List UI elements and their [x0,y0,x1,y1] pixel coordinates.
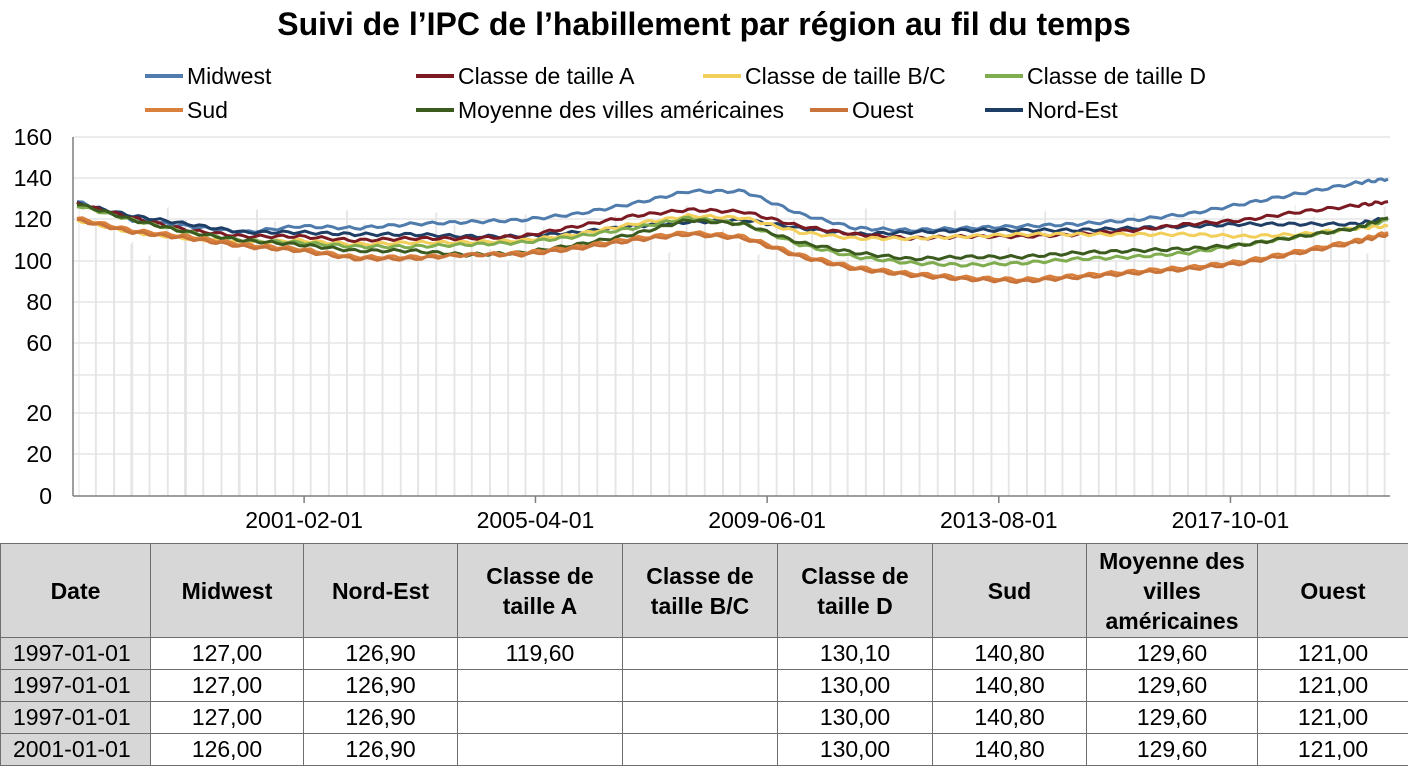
series-line-midwest [76,177,1389,235]
table-cell [622,733,778,766]
table-body: 1997-01-01 127,00 126,90 119,60 130,10 140,80… [0,637,1408,766]
chart-title: Suivi de l’IPC de l’habillement par régi… [277,6,1131,42]
series-line-nord-est [76,200,1389,240]
legend-label: Sud [187,97,228,123]
series-line-classe-de-taille-b-c [76,213,1389,248]
legend-label: Classe de taille B/C [745,63,946,89]
legend-label: Midwest [187,63,272,89]
table-header-cell: Classe de taille A [457,543,623,638]
table-cell: 121,00 [1257,701,1408,734]
table-date-cell: 2001-01-01 [0,733,151,766]
table-row: 1997-01-01 127,00 126,90 130,00 140,80 129,60… [0,669,1408,702]
table-row: 1997-01-01 127,00 126,90 119,60 130,10 140,80… [0,637,1408,670]
table-date-cell: 1997-01-01 [0,701,151,734]
table-cell: 129,60 [1086,733,1258,766]
y-axis-tick-labels: 160 140 120 100 80 60 20 20 0 [14,124,52,509]
chart-legend: Midwest Classe de taille A Classe de taill… [145,63,1206,123]
x-tick-label: 2001-02-01 [245,507,363,533]
legend-label: Nord-Est [1027,97,1118,123]
y-tick-label: 160 [14,124,52,150]
table-cell: 140,80 [932,733,1087,766]
table-cell [622,701,778,734]
y-tick-label: 100 [14,248,52,274]
chart-series [76,177,1389,284]
data-table: Date Midwest Nord-Est Classe de taille A Cla… [0,543,1408,766]
table-cell: 129,60 [1086,637,1258,670]
table-header-cell: Date [0,543,151,638]
table-header-cell: Nord-Est [303,543,458,638]
x-axis-tick-labels: 2001-02-01 2005-04-01 2009-06-01 2013-08-01… [245,496,1289,533]
table-cell: 126,90 [303,669,458,702]
chart: 160 140 120 100 80 60 20 20 0 2001-02-01 2005-04-… [14,63,1390,533]
table-cell: 140,80 [932,669,1087,702]
series-line-ouest [76,217,1389,284]
table-cell: 130,00 [777,733,933,766]
y-tick-label: 60 [26,330,52,356]
table-cell: 126,90 [303,733,458,766]
table-row: 1997-01-01 127,00 126,90 130,00 140,80 129,60… [0,701,1408,734]
table-cell: 121,00 [1257,733,1408,766]
table-cell [457,701,623,734]
table-cell: 130,00 [777,701,933,734]
table-cell: 127,00 [150,669,304,702]
y-tick-label: 140 [14,165,52,191]
x-tick-label: 2017-10-01 [1172,507,1290,533]
table-cell: 119,60 [457,637,623,670]
table-cell: 129,60 [1086,669,1258,702]
table-cell: 130,00 [777,669,933,702]
y-tick-label: 20 [26,441,52,467]
legend-label: Classe de taille A [458,63,635,89]
legend-label: Ouest [852,97,914,123]
x-tick-label: 2009-06-01 [708,507,826,533]
table-row: 2001-01-01 126,00 126,90 130,00 140,80 129,60… [0,733,1408,766]
legend-label: Classe de taille D [1027,63,1206,89]
table-header-cell: Moyenne des villes américaines [1086,543,1258,638]
table-cell: 127,00 [150,701,304,734]
table-header-cell: Ouest [1257,543,1408,638]
series-line-classe-de-taille-a [76,200,1389,244]
table-header-cell: Classe de taille B/C [622,543,778,638]
table-cell [457,669,623,702]
chart-vertical-drop-lines [78,205,1386,496]
table-cell [622,669,778,702]
chart-axes [72,137,1390,497]
series-line-moyenne-des-villes-am-ricaines [76,203,1389,262]
table-date-cell: 1997-01-01 [0,637,151,670]
table-cell: 140,80 [932,701,1087,734]
y-tick-label: 120 [14,206,52,232]
table-cell: 140,80 [932,637,1087,670]
table-cell: 129,60 [1086,701,1258,734]
table-header-cell: Classe de taille D [777,543,933,638]
table-cell [622,637,778,670]
x-tick-label: 2013-08-01 [940,507,1058,533]
y-tick-label: 80 [26,289,52,315]
table-cell: 130,10 [777,637,933,670]
table-cell [457,733,623,766]
table-header-row: Date Midwest Nord-Est Classe de taille A Cla… [0,543,1408,638]
x-tick-label: 2005-04-01 [477,507,595,533]
table-cell: 126,00 [150,733,304,766]
table-header-cell: Midwest [150,543,304,638]
y-tick-label: 20 [26,400,52,426]
legend-label: Moyenne des villes américaines [458,97,784,123]
table-cell: 121,00 [1257,669,1408,702]
y-tick-label: 0 [39,483,52,509]
table-header-cell: Sud [932,543,1087,638]
table-cell: 121,00 [1257,637,1408,670]
table-date-cell: 1997-01-01 [0,669,151,702]
table-cell: 126,90 [303,637,458,670]
table-cell: 127,00 [150,637,304,670]
table-cell: 126,90 [303,701,458,734]
